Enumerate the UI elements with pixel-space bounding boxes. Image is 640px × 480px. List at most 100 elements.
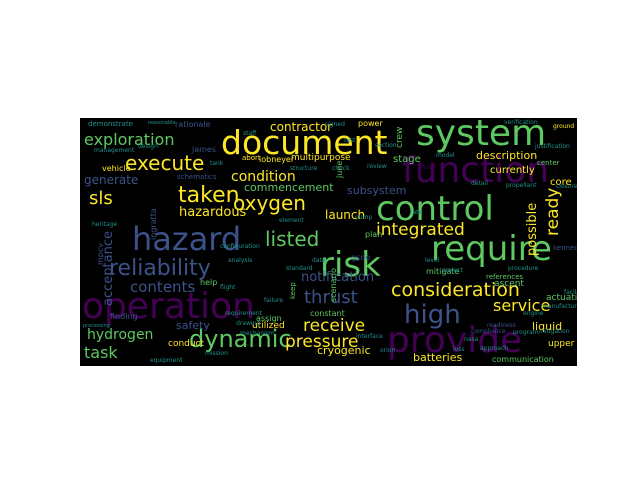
word: detail xyxy=(471,180,488,187)
word: approach xyxy=(480,345,509,352)
word: rate xyxy=(410,209,423,216)
word: ready xyxy=(543,187,563,236)
word: commencement xyxy=(244,181,334,194)
word: flight xyxy=(220,284,236,291)
word: sls xyxy=(89,188,113,209)
word: iobneyer xyxy=(259,155,295,164)
word: thrust xyxy=(304,287,358,308)
word: staff xyxy=(243,130,257,137)
word: data xyxy=(312,257,326,264)
word: control xyxy=(376,189,494,229)
word: possible xyxy=(525,202,540,256)
word: upper xyxy=(548,339,575,349)
word: standard xyxy=(286,265,313,272)
word: exploration xyxy=(84,130,175,149)
word: utilized xyxy=(252,321,285,331)
word: references xyxy=(486,273,524,281)
word: reliability xyxy=(109,256,211,281)
word: stage xyxy=(393,154,421,165)
word: heritage xyxy=(92,221,118,228)
word: system xyxy=(416,118,547,154)
word: june xyxy=(335,160,344,178)
word: compliance xyxy=(471,328,506,335)
word: ground xyxy=(553,123,575,130)
word: keep xyxy=(289,282,297,299)
word: mitigation xyxy=(539,328,570,335)
word: generate xyxy=(84,173,139,187)
word: receive xyxy=(303,316,366,336)
word: check xyxy=(332,165,350,172)
word: condition xyxy=(231,169,296,185)
word: processing xyxy=(83,323,110,329)
word: oxygen xyxy=(233,191,306,215)
word: document xyxy=(221,123,388,162)
word: drawing xyxy=(236,320,261,327)
word: manufacture xyxy=(542,303,577,310)
word: gsdo xyxy=(351,253,371,262)
word: demonstrate xyxy=(88,120,133,128)
word: pressure xyxy=(285,332,359,352)
word: plan xyxy=(365,230,383,239)
word: operation xyxy=(82,286,255,327)
word: hazard xyxy=(132,220,242,258)
word: power xyxy=(358,119,383,128)
word: communication xyxy=(492,355,554,364)
word: subsystem xyxy=(347,184,407,197)
word: model xyxy=(436,152,455,159)
word: closure xyxy=(556,183,577,190)
word-cloud: system document function control hazard … xyxy=(80,118,577,366)
word: vehicle xyxy=(102,164,131,173)
word: notification xyxy=(301,270,375,285)
word: ingratta xyxy=(149,208,158,240)
word: propellant xyxy=(506,182,537,189)
word: engine xyxy=(523,310,544,317)
word: valve xyxy=(418,163,437,171)
word: orion xyxy=(380,347,396,354)
word: crew xyxy=(395,126,405,148)
word: program xyxy=(513,329,539,336)
word: abort xyxy=(242,154,261,162)
word: finding xyxy=(110,312,138,321)
word: conduct xyxy=(168,339,205,349)
word: execute xyxy=(125,151,205,175)
word: mission xyxy=(205,350,228,357)
word: mitigate xyxy=(426,267,460,276)
word: assign xyxy=(256,314,282,323)
word: reasonable xyxy=(148,120,176,126)
word: help xyxy=(200,278,218,287)
word: structure xyxy=(290,165,318,172)
word: procedure xyxy=(508,265,539,272)
word: dynamic xyxy=(189,325,292,353)
word: integrated xyxy=(376,220,465,240)
word: rationale xyxy=(175,120,211,129)
word: readiness xyxy=(487,322,516,329)
word: test xyxy=(344,137,356,144)
word: launch xyxy=(325,208,366,222)
word: design xyxy=(138,143,158,150)
word: loss xyxy=(453,346,465,353)
word: high xyxy=(404,300,461,330)
word: kennedy xyxy=(553,244,577,252)
word: equipment xyxy=(150,357,183,364)
word: signed xyxy=(325,121,345,128)
word: facility xyxy=(564,289,577,296)
word: description xyxy=(476,149,538,162)
word: configuration xyxy=(220,243,260,250)
word: management xyxy=(94,147,135,154)
word: center xyxy=(537,159,560,167)
word: schematics xyxy=(177,173,217,181)
word: contractor xyxy=(270,120,333,134)
word: mechanism xyxy=(240,330,275,337)
word: risk xyxy=(320,245,381,285)
word: function xyxy=(402,150,550,191)
word: scenario xyxy=(329,268,338,302)
word: hazardous xyxy=(179,205,247,220)
word: tank xyxy=(210,160,224,167)
word: taken xyxy=(178,183,240,208)
word: section xyxy=(375,142,397,149)
word: core xyxy=(550,177,572,188)
word: analysis xyxy=(228,257,253,264)
word: pump xyxy=(355,214,373,221)
word: provide xyxy=(387,320,523,361)
